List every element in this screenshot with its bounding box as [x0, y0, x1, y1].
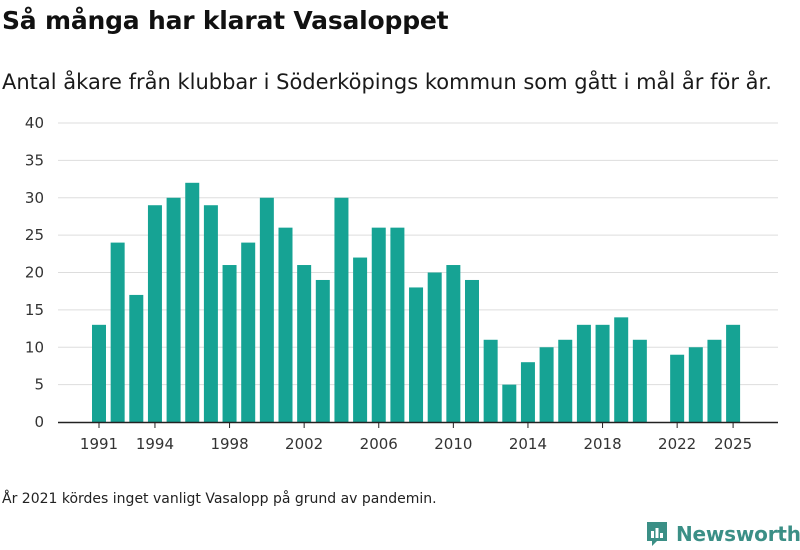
bar [502, 384, 517, 422]
y-tick-label: 35 [25, 151, 44, 169]
bar [707, 339, 722, 422]
y-tick-label: 25 [25, 226, 44, 244]
bar [241, 242, 256, 422]
footnote: År 2021 kördes inget vanligt Vasalopp på… [2, 491, 437, 507]
bar [558, 339, 573, 422]
bar [371, 227, 386, 422]
bars [92, 182, 741, 422]
brand: Newsworthy [645, 519, 800, 549]
bar [259, 197, 274, 422]
chart-title: Så många har klarat Vasaloppet [2, 6, 449, 35]
bar [446, 265, 461, 422]
bar [390, 227, 405, 422]
bar [614, 317, 629, 422]
bar [670, 354, 685, 422]
bar [129, 294, 144, 422]
newsworthy-logo-icon [647, 522, 667, 546]
bar [166, 197, 181, 422]
bar [297, 265, 312, 422]
y-tick-label: 40 [25, 114, 44, 132]
bar [203, 205, 218, 422]
bar [483, 339, 498, 422]
bar [595, 324, 610, 422]
y-tick-label: 5 [34, 376, 44, 394]
x-tick-label: 2014 [509, 435, 547, 453]
bar [539, 347, 554, 422]
chart-subtitle: Antal åkare från klubbar i Söderköpings … [2, 70, 772, 94]
y-tick-label: 20 [25, 264, 44, 282]
bar [520, 362, 535, 422]
x-tick-label: 2025 [714, 435, 752, 453]
x-tick-label: 1994 [136, 435, 174, 453]
bar [92, 324, 106, 422]
bar [147, 205, 162, 422]
bar [632, 339, 647, 422]
bar [185, 182, 200, 422]
x-tick-label: 1991 [80, 435, 118, 453]
x-tick-label: 2022 [658, 435, 696, 453]
bar [334, 197, 349, 422]
x-tick-label: 2018 [583, 435, 621, 453]
x-tick-label: 1998 [210, 435, 248, 453]
bar [576, 324, 591, 422]
bar [465, 279, 479, 422]
bar [278, 227, 293, 422]
bar [688, 347, 703, 422]
y-tick-label: 0 [34, 413, 44, 431]
y-tick-label: 15 [25, 301, 44, 319]
bar [726, 324, 741, 422]
bar [409, 287, 424, 422]
y-tick-label: 10 [25, 338, 44, 356]
bar [110, 242, 125, 422]
x-tick-label: 2006 [360, 435, 398, 453]
x-tick-label: 2002 [285, 435, 323, 453]
bar [427, 272, 442, 422]
bar [315, 279, 330, 422]
bar [222, 265, 237, 422]
bar [353, 257, 368, 422]
brand-name: Newsworthy [676, 522, 800, 546]
y-tick-label: 30 [25, 189, 44, 207]
x-tick-label: 2010 [434, 435, 472, 453]
